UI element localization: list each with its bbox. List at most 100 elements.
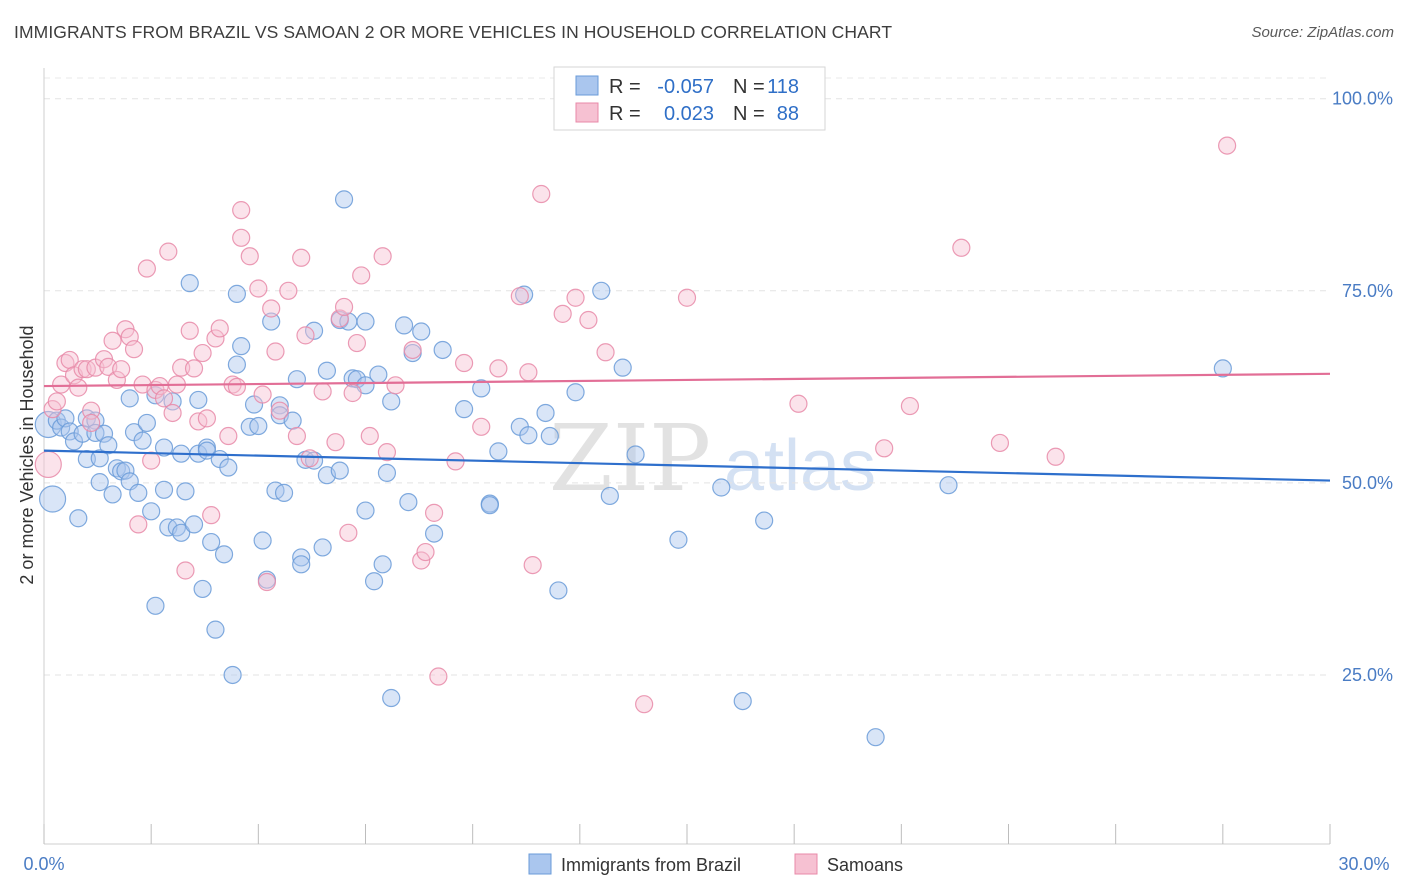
brazil-point [227,284,246,303]
brazil-point [433,340,452,360]
samoans-point [952,238,971,257]
bottom-legend-label-samoans: Samoans [827,855,903,875]
brazil-point [600,486,619,506]
brazil-point [172,523,191,542]
samoans-point [107,370,126,390]
samoans-point [129,515,148,534]
brazil-point [133,431,152,450]
brazil-point [287,370,307,389]
brazil-point [454,400,474,419]
brazil-point [292,548,311,567]
brazil-point [356,312,375,331]
brazil-point [317,361,337,380]
samoans-point [454,353,474,373]
samoans-point [352,266,371,285]
legend-r-value-1: -0.057 [657,76,714,98]
watermark-zip: ZIP [549,405,711,512]
legend-n-label-1: N = [733,76,765,98]
samoans-point [249,279,268,298]
brazil-point [304,321,324,340]
samoans-point [472,417,491,436]
brazil-point [154,480,174,499]
brazil-point [223,665,242,685]
brazil-point [227,355,246,374]
brazil-point [249,416,268,436]
samoans-point [34,450,62,479]
samoans-point [360,426,379,446]
samoans-point [347,333,367,353]
samoans-point [403,340,422,360]
samoans-point [197,409,216,428]
samoans-point [343,383,362,403]
brazil-point [292,555,311,574]
brazil-point [377,463,397,483]
chart-title: IMMIGRANTS FROM BRAZIL VS SAMOAN 2 OR MO… [14,22,893,42]
samoans-point [163,403,182,423]
brazil-point [184,515,204,534]
samoans-point [596,343,615,362]
brazil-point [120,389,139,408]
brazil-point [146,596,165,615]
samoans-point [412,551,431,570]
brazil-point [214,545,234,564]
bottom-legend-label-brazil: Immigrants from Brazil [561,855,741,875]
brazil-point [382,392,401,411]
brazil-point [34,410,62,439]
brazil-point [69,509,88,528]
samoans-point [532,184,551,204]
legend-n-label-2: N = [733,103,765,125]
brazil-point [38,485,67,513]
brazil-point [232,337,251,356]
samoans-point [257,572,277,592]
samoans-point [180,321,199,340]
brazil-point [176,482,195,501]
samoans-point [266,342,285,361]
y-tick-label: 50.0% [1342,473,1393,493]
samoans-point [789,394,808,413]
samoans-point [373,247,392,266]
samoans-point [330,309,349,328]
samoans-point [566,288,585,307]
brazil-point [142,502,161,521]
brazil-point [52,418,71,437]
samoans-point [232,228,251,247]
brazil-point [253,531,272,550]
samoans-point [82,413,101,433]
legend-n-value-1: 118 [767,76,799,98]
samoans-point [313,382,332,401]
x-tick-label-min: 0.0% [23,854,64,874]
trend-lines [43,372,1331,482]
bottom-legend-swatch-brazil [528,853,552,875]
y-tick-label: 100.0% [1332,89,1393,109]
brazil-point [712,478,731,497]
brazil-point [1213,359,1232,378]
y-tick-label: 75.0% [1342,281,1393,301]
samoans-point [510,287,529,306]
samoans-trend-line [43,372,1331,388]
legend-r-label-1: R = [609,76,641,98]
brazil-point [274,483,294,502]
stats-legend: R = -0.057 N = 118 R = 0.023 N = 88 [553,66,826,131]
samoans-point [1046,447,1065,466]
brazil-point [202,532,221,552]
samoans-point [176,561,195,580]
samoans-point [553,304,572,323]
brazil-point [364,572,384,591]
legend-swatch-pink [575,102,599,123]
legend-n-value-2: 88 [777,103,799,125]
brazil-point [480,496,499,515]
samoans-point [429,667,448,686]
watermark: ZIP atlas [549,405,876,512]
samoans-point [172,358,191,377]
samoans-point [210,319,229,338]
legend-swatch-blue [575,75,599,96]
samoans-point [206,329,225,348]
samoans-point [253,385,272,404]
brazil-point [270,396,289,415]
samoans-point [69,378,88,397]
samoans-point [489,359,508,378]
brazil-point [356,501,375,520]
brazil-point [472,379,491,398]
brazil-point [669,530,688,549]
samoans-point [47,392,66,411]
